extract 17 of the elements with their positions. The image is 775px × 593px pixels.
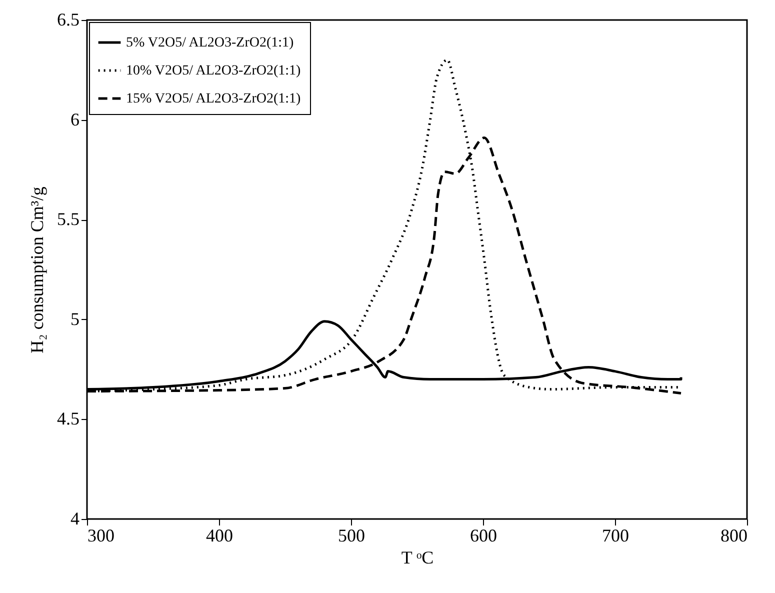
y-axis-title: H₂ consumption Cm³/g (27, 186, 47, 354)
x-tick-label: 800 (720, 526, 748, 546)
x-tick-label: 600 (470, 526, 497, 546)
y-tick-label: 5.5 (57, 209, 80, 230)
y-tick-label: 4.5 (57, 408, 80, 429)
y-tick-label: 6 (70, 109, 80, 130)
y-tick-label: 5 (70, 308, 80, 329)
legend-label: 10% V2O5/ AL2O3-ZrO2(1:1) (126, 64, 302, 78)
x-tick-label: 400 (206, 526, 233, 546)
y-tick-label: 4 (70, 508, 80, 528)
x-tick-label: 300 (88, 526, 114, 546)
x-tick-label: 500 (338, 526, 365, 546)
legend-label: 15% V2O5/ AL2O3-ZrO2(1:1) (126, 92, 302, 106)
legend-label: 5% V2O5/ AL2O3-ZrO2(1:1) (126, 36, 294, 50)
x-axis-title: T ᵒC (401, 548, 434, 568)
y-tick-label: 6.5 (57, 10, 80, 30)
x-tick-label: 700 (602, 526, 629, 546)
